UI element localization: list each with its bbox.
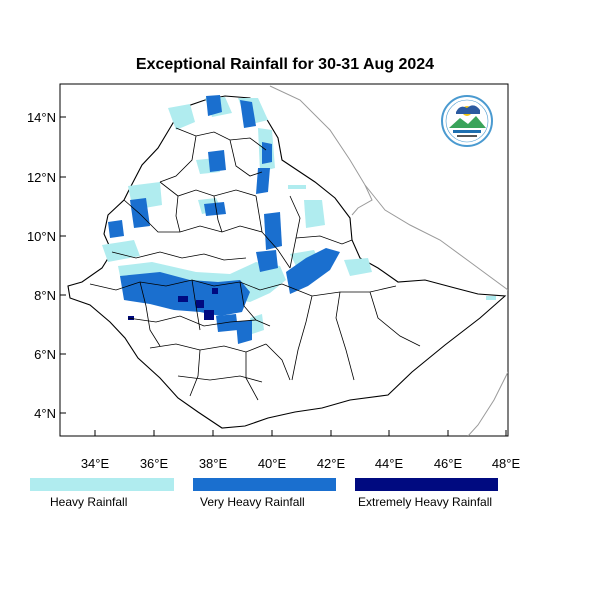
ethiopian-meteorology-logo-icon — [441, 95, 493, 147]
extremely-heavy-rainfall-areas — [128, 288, 218, 320]
country-outline — [67, 95, 507, 429]
map-title: Exceptional Rainfall for 30-31 Aug 2024 — [135, 56, 435, 73]
lat-label: 4°N — [34, 406, 56, 421]
lon-label: 34°E — [81, 456, 110, 471]
lat-label: 6°N — [34, 347, 56, 362]
lat-ticks — [60, 116, 66, 414]
lon-label: 48°E — [492, 456, 521, 471]
very-heavy-rainfall-areas — [108, 95, 340, 344]
lat-label: 8°N — [34, 288, 56, 303]
lon-label: 44°E — [375, 456, 404, 471]
legend-swatch-extremely-heavy — [355, 478, 498, 491]
lat-label: 10°N — [27, 229, 56, 244]
legend-label-extremely-heavy: Extremely Heavy Rainfall — [358, 495, 493, 509]
lat-label: 12°N — [27, 170, 56, 185]
somalia-coast-line — [467, 371, 508, 436]
lon-label: 42°E — [317, 456, 346, 471]
legend-swatch-heavy — [30, 478, 174, 491]
lon-label: 46°E — [434, 456, 463, 471]
lon-label: 40°E — [258, 456, 287, 471]
lon-label: 38°E — [199, 456, 228, 471]
lat-label: 14°N — [27, 110, 56, 125]
legend-label-very-heavy: Very Heavy Rainfall — [200, 495, 305, 509]
legend-label-heavy: Heavy Rainfall — [50, 495, 128, 509]
legend-swatch-very-heavy — [193, 478, 336, 491]
coastline-line — [269, 85, 508, 291]
lon-label: 36°E — [140, 456, 169, 471]
neighbour-border-line — [351, 184, 373, 216]
admin-boundaries — [89, 127, 421, 401]
lon-ticks — [94, 430, 507, 436]
